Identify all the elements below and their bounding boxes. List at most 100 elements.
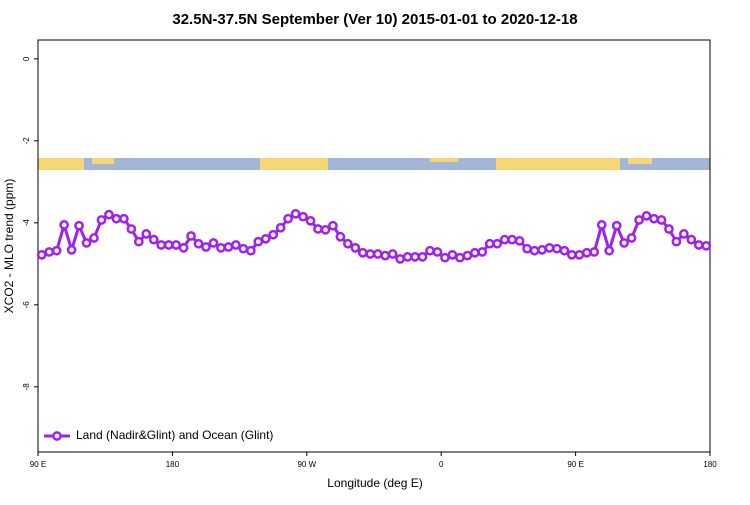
x-tick-label: 90 W	[297, 460, 316, 469]
point	[634, 215, 644, 225]
point	[51, 245, 62, 256]
point	[148, 234, 159, 245]
point	[283, 213, 293, 224]
point	[492, 238, 503, 249]
point	[395, 254, 405, 264]
point	[216, 242, 226, 253]
point	[514, 236, 525, 246]
point	[626, 233, 637, 243]
point	[171, 240, 181, 250]
point	[522, 243, 532, 254]
chart-title: 32.5N-37.5N September (Ver 10) 2015-01-0…	[172, 11, 577, 28]
point	[96, 215, 107, 225]
point	[133, 236, 144, 247]
point	[66, 245, 77, 255]
point	[701, 240, 712, 251]
point	[335, 231, 346, 242]
x-tick-label: 0	[439, 460, 444, 469]
point	[552, 243, 562, 254]
x-tick-label: 90 E	[30, 460, 46, 469]
y-tick-label: -4	[22, 219, 31, 227]
point	[611, 220, 622, 231]
point	[671, 236, 682, 247]
point	[372, 249, 383, 259]
point	[357, 247, 368, 258]
point	[447, 249, 458, 260]
point	[111, 213, 122, 224]
point	[268, 229, 279, 240]
point	[89, 233, 99, 243]
point	[693, 240, 704, 250]
point	[59, 220, 69, 230]
y-axis-label: XCO2 - MLO trend (ppm)	[2, 179, 16, 314]
y-tick-label: -2	[22, 137, 31, 145]
point	[343, 238, 353, 249]
point	[350, 242, 361, 253]
point	[477, 247, 488, 257]
point	[313, 224, 323, 234]
point	[574, 249, 585, 260]
point	[664, 224, 674, 234]
point	[581, 247, 592, 258]
point	[36, 249, 47, 260]
point	[141, 229, 152, 239]
point	[455, 252, 465, 263]
point	[499, 234, 510, 245]
point	[380, 250, 391, 261]
point	[544, 242, 555, 253]
point	[589, 247, 600, 257]
point	[686, 234, 697, 245]
x-axis-label: Longitude (deg E)	[327, 476, 422, 490]
point	[238, 243, 249, 254]
point	[484, 238, 495, 249]
point	[81, 238, 92, 248]
point	[604, 245, 615, 256]
point	[231, 240, 241, 250]
point	[387, 249, 398, 259]
point	[104, 209, 114, 220]
point	[208, 238, 219, 248]
point	[679, 229, 689, 239]
point	[410, 252, 420, 262]
point	[641, 211, 652, 221]
point	[298, 211, 308, 222]
point	[163, 240, 174, 250]
point	[619, 238, 629, 248]
legend-label: Land (Nadir&Glint) and Ocean (Glint)	[76, 428, 273, 442]
point	[253, 236, 264, 247]
point	[119, 213, 129, 224]
point	[126, 224, 137, 234]
point	[649, 213, 659, 224]
legend-marker	[52, 431, 62, 441]
x-tick-label: 90 E	[567, 460, 583, 469]
y-tick-label: 0	[22, 56, 31, 61]
point	[275, 222, 286, 233]
point	[656, 215, 667, 225]
point	[417, 252, 428, 262]
point	[440, 252, 450, 263]
point	[328, 220, 338, 231]
point	[223, 242, 234, 252]
point	[178, 242, 189, 253]
point	[193, 238, 204, 249]
y-tick-label: -6	[22, 301, 31, 309]
point	[74, 220, 84, 231]
point	[44, 247, 55, 257]
point	[365, 249, 376, 259]
y-tick-label: -8	[22, 383, 31, 391]
x-tick-label: 180	[703, 460, 717, 469]
point	[305, 215, 316, 226]
point	[320, 224, 331, 235]
point	[537, 245, 547, 255]
point	[469, 247, 480, 258]
point	[432, 247, 443, 257]
point	[507, 234, 517, 245]
point	[402, 252, 413, 262]
point	[186, 231, 196, 241]
point	[529, 245, 540, 256]
point	[462, 250, 473, 261]
point	[156, 240, 167, 250]
point	[425, 245, 435, 256]
point	[245, 245, 256, 256]
